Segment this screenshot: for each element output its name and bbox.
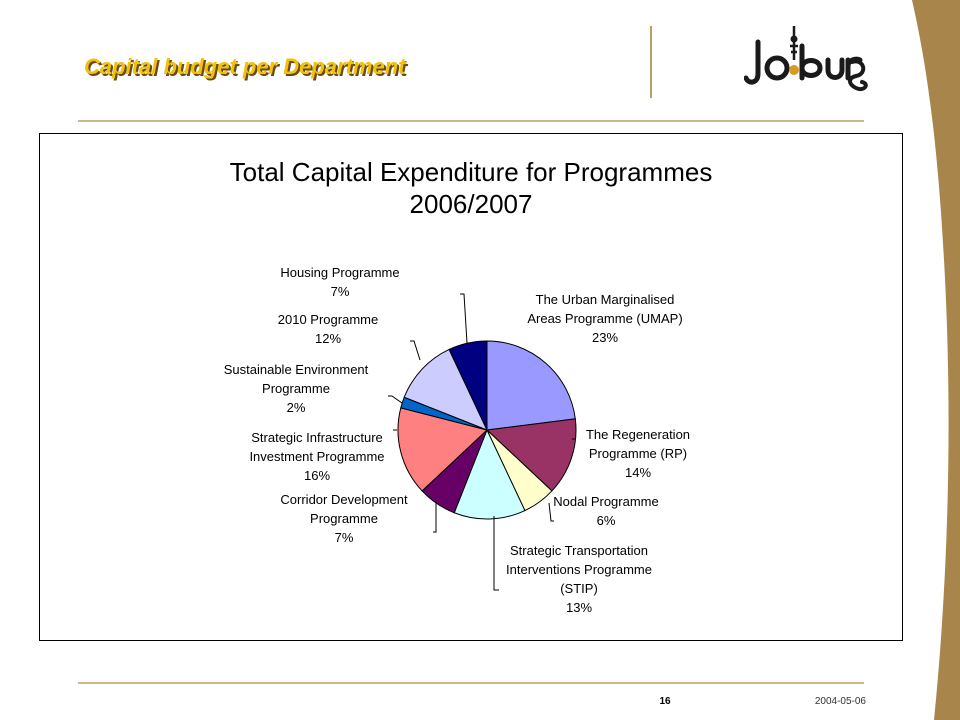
- pie-slice: [403, 348, 488, 431]
- slice-label: Housing Programme 7%: [280, 265, 399, 299]
- slice-name-line: 2010 Programme: [278, 312, 378, 327]
- chart-frame: Total Capital Expenditure for Programmes…: [39, 133, 903, 641]
- slice-name-line: Housing Programme: [280, 265, 399, 280]
- leader-line: [388, 395, 403, 404]
- slice-name-line: Strategic Infrastructure: [251, 430, 383, 445]
- slice-value-label: 6%: [597, 513, 616, 528]
- leader-line: [493, 516, 499, 591]
- pie-chart: The Urban Marginalised Areas Programme (U…: [224, 265, 690, 615]
- leader-line: [548, 502, 554, 522]
- slice-name-line: Interventions Programme: [506, 562, 652, 577]
- slice-label: The Regeneration Programme (RP) 14%: [586, 427, 690, 480]
- pie-slice: [453, 428, 526, 520]
- slice-name-line: Areas Programme (UMAP): [527, 311, 682, 326]
- slice-name-line: Programme: [310, 511, 378, 526]
- slice-label: Sustainable Environment Programme 2%: [224, 362, 369, 415]
- slice-value-label: 16%: [304, 468, 330, 483]
- slice-value-label: 12%: [315, 331, 341, 346]
- header-rule: [78, 120, 864, 122]
- slice-name-line: Corridor Development: [280, 492, 408, 507]
- slice-value-label: 7%: [331, 284, 350, 299]
- slice-value-label: 13%: [566, 600, 592, 615]
- slice-name-line: Investment Programme: [249, 449, 384, 464]
- slice-name-line: Programme (RP): [589, 446, 687, 461]
- slice-name-line: Programme: [262, 381, 330, 396]
- header-divider: [650, 26, 652, 98]
- leader-line: [460, 293, 468, 344]
- slice-value-label: 7%: [335, 530, 354, 545]
- slice-label: The Urban Marginalised Areas Programme (U…: [527, 292, 682, 345]
- slice-value-label: 23%: [592, 330, 618, 345]
- pie-slice: [485, 418, 577, 492]
- slice-label: Nodal Programme 6%: [553, 494, 659, 528]
- slice-label: Corridor Development Programme 7%: [280, 492, 408, 545]
- slide-date: 2004-05-06: [814, 696, 866, 707]
- slice-name-line: Nodal Programme: [553, 494, 659, 509]
- pie-slice: [397, 407, 489, 492]
- pie-slice: [448, 340, 488, 431]
- slice-name-line: Sustainable Environment: [224, 362, 369, 377]
- page-number: 16: [659, 696, 671, 707]
- slice-name-line: (STIP): [560, 581, 598, 596]
- slice-label: Strategic Transportation Interventions Pr…: [506, 543, 652, 615]
- slice-value-label: 2%: [287, 400, 306, 415]
- chart-title-line-1: Total Capital Expenditure for Programmes: [229, 157, 713, 187]
- leader-line: [410, 340, 421, 361]
- chart-title: Total Capital Expenditure for Programmes…: [40, 156, 902, 220]
- slice-name-line: Strategic Transportation: [510, 543, 648, 558]
- pie-slice: [486, 340, 576, 431]
- slice-value-label: 14%: [625, 465, 651, 480]
- slice-name-line: The Urban Marginalised: [536, 292, 675, 307]
- leader-line: [433, 501, 437, 533]
- slice-name-line: The Regeneration: [586, 427, 690, 442]
- slice-label: 2010 Programme 12%: [278, 312, 378, 346]
- joburg-logo: [744, 26, 868, 92]
- footer-rule: [78, 682, 864, 684]
- slide-title: Capital budget per Department: [84, 54, 406, 79]
- chart-title-line-2: 2006/2007: [409, 189, 533, 219]
- slice-label: Strategic Infrastructure Investment Progr…: [249, 430, 384, 483]
